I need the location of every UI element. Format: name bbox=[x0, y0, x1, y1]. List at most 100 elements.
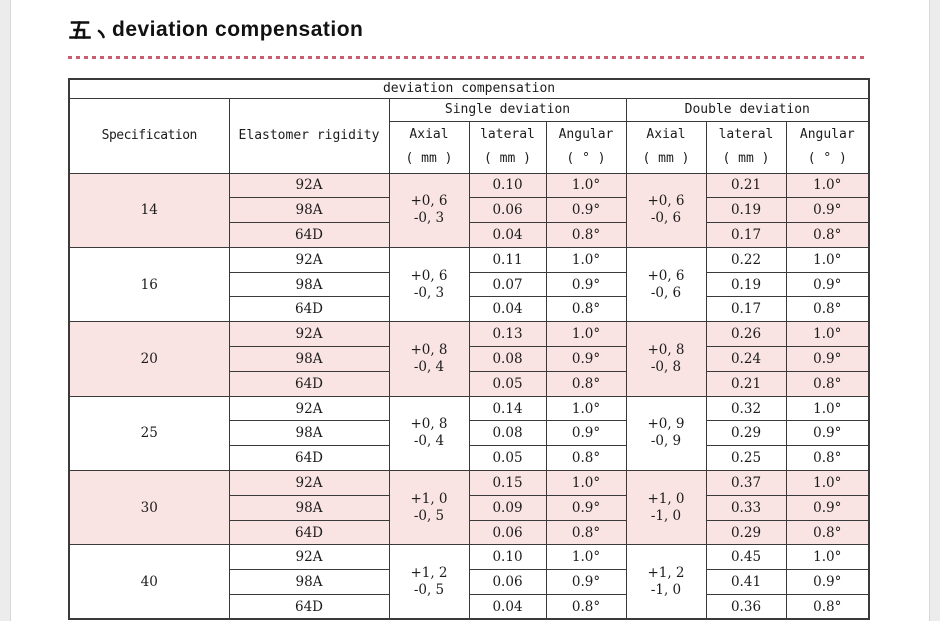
single-axial-cell: +1, 2 -0, 5 bbox=[388, 544, 470, 620]
rigidity-cell: 64D bbox=[228, 222, 390, 248]
single-axial-cell: +0, 8 -0, 4 bbox=[388, 395, 470, 472]
rigidity-cell: 98A bbox=[228, 197, 390, 224]
single-lateral-cell: 0.04 bbox=[468, 296, 547, 323]
spec-cell: 20 bbox=[68, 321, 230, 397]
spec-cell: 16 bbox=[68, 246, 230, 323]
double-lateral-cell: 0.24 bbox=[705, 346, 787, 372]
table-row: 16 92A +0, 6 -0, 3 0.11 1.0° +0, 6 -0, 6… bbox=[68, 246, 870, 323]
double-angular-cell: 1.0° bbox=[785, 172, 870, 199]
double-lateral-cell: 0.19 bbox=[705, 197, 787, 224]
header-single-angular: Angular ( ° ) bbox=[545, 120, 627, 174]
single-angular-cell: 0.8° bbox=[545, 222, 627, 248]
spec-cell: 14 bbox=[68, 172, 230, 248]
double-lateral-cell: 0.17 bbox=[705, 296, 787, 323]
ideographic-comma-glyph bbox=[96, 17, 108, 43]
double-lateral-cell: 0.26 bbox=[705, 321, 787, 348]
rigidity-cell: 64D bbox=[228, 594, 390, 620]
double-angular-cell: 1.0° bbox=[785, 544, 870, 571]
single-angular-cell: 0.8° bbox=[545, 519, 627, 546]
page-margin-left bbox=[0, 0, 11, 621]
double-lateral-cell: 0.45 bbox=[705, 544, 787, 571]
table-row: 40 92A +1, 2 -0, 5 0.10 1.0° +1, 2 -1, 0… bbox=[68, 544, 870, 620]
header-double-deviation: Double deviation bbox=[625, 97, 870, 122]
single-lateral-cell: 0.10 bbox=[468, 544, 547, 571]
single-angular-cell: 1.0° bbox=[545, 470, 627, 496]
header-double-angular: Angular ( ° ) bbox=[785, 120, 870, 174]
single-angular-cell: 0.9° bbox=[545, 569, 627, 596]
table-row: 64D 0.04 0.8° 0.36 0.8° bbox=[69, 594, 870, 620]
page-title: deviation compensation bbox=[68, 14, 363, 46]
single-angular-cell: 0.8° bbox=[545, 445, 627, 472]
spec-cell: 30 bbox=[68, 470, 230, 546]
rigidity-cell: 64D bbox=[228, 445, 390, 472]
rigidity-cell: 64D bbox=[228, 370, 390, 397]
rigidity-cell: 92A bbox=[228, 470, 390, 496]
header-single-deviation: Single deviation bbox=[388, 97, 627, 122]
single-lateral-cell: 0.05 bbox=[468, 370, 547, 397]
double-lateral-cell: 0.19 bbox=[705, 271, 787, 298]
dashed-divider bbox=[68, 56, 868, 59]
table-row: 64D 0.05 0.8° 0.25 0.8° bbox=[69, 445, 870, 472]
single-lateral-cell: 0.09 bbox=[468, 494, 547, 521]
double-angular-cell: 1.0° bbox=[785, 395, 870, 422]
double-angular-cell: 0.9° bbox=[785, 494, 870, 521]
rigidity-cell: 98A bbox=[228, 346, 390, 372]
rigidity-cell: 92A bbox=[228, 321, 390, 348]
table-row: 98A 0.07 0.9° 0.19 0.9° bbox=[69, 271, 870, 298]
double-axial-cell: +0, 9 -0, 9 bbox=[625, 395, 707, 472]
rigidity-cell: 64D bbox=[228, 519, 390, 546]
single-angular-cell: 0.9° bbox=[545, 420, 627, 447]
double-angular-cell: 1.0° bbox=[785, 470, 870, 496]
single-lateral-cell: 0.05 bbox=[468, 445, 547, 472]
single-lateral-cell: 0.10 bbox=[468, 172, 547, 199]
double-axial-cell: +0, 8 -0, 8 bbox=[625, 321, 707, 397]
double-lateral-cell: 0.21 bbox=[705, 370, 787, 397]
double-angular-cell: 0.8° bbox=[785, 594, 870, 620]
single-angular-cell: 0.8° bbox=[545, 594, 627, 620]
double-angular-cell: 0.9° bbox=[785, 420, 870, 447]
double-axial-cell: +0, 6 -0, 6 bbox=[625, 246, 707, 323]
double-lateral-cell: 0.25 bbox=[705, 445, 787, 472]
double-lateral-cell: 0.32 bbox=[705, 395, 787, 422]
table-row: 64D 0.06 0.8° 0.29 0.8° bbox=[69, 519, 870, 546]
rigidity-cell: 92A bbox=[228, 172, 390, 199]
single-angular-cell: 0.8° bbox=[545, 296, 627, 323]
single-axial-cell: +0, 8 -0, 4 bbox=[388, 321, 470, 397]
table-row: 30 92A +1, 0 -0, 5 0.15 1.0° +1, 0 -1, 0… bbox=[68, 470, 870, 546]
spec-cell: 25 bbox=[68, 395, 230, 472]
double-angular-cell: 1.0° bbox=[785, 321, 870, 348]
single-angular-cell: 1.0° bbox=[545, 321, 627, 348]
header-elastomer-rigidity: Elastomer rigidity bbox=[228, 97, 390, 174]
single-lateral-cell: 0.08 bbox=[468, 346, 547, 372]
double-lateral-cell: 0.37 bbox=[705, 470, 787, 496]
rigidity-cell: 92A bbox=[228, 246, 390, 273]
double-lateral-cell: 0.29 bbox=[705, 519, 787, 546]
double-axial-cell: +1, 2 -1, 0 bbox=[625, 544, 707, 620]
double-lateral-cell: 0.21 bbox=[705, 172, 787, 199]
section-number-wu-glyph bbox=[68, 17, 92, 43]
table-row: 25 92A +0, 8 -0, 4 0.14 1.0° +0, 9 -0, 9… bbox=[68, 395, 870, 472]
header-single-lateral: lateral ( mm ) bbox=[468, 120, 547, 174]
table-row: 98A 0.09 0.9° 0.33 0.9° bbox=[69, 494, 870, 521]
header-specification: Specification bbox=[68, 97, 230, 174]
page-title-text: deviation compensation bbox=[112, 18, 364, 41]
double-lateral-cell: 0.36 bbox=[705, 594, 787, 620]
single-angular-cell: 1.0° bbox=[545, 246, 627, 273]
table-row: 98A 0.06 0.9° 0.41 0.9° bbox=[69, 569, 870, 596]
rigidity-cell: 98A bbox=[228, 569, 390, 596]
single-lateral-cell: 0.14 bbox=[468, 395, 547, 422]
header-single-axial: Axial ( mm ) bbox=[388, 120, 470, 174]
single-lateral-cell: 0.06 bbox=[468, 519, 547, 546]
page-margin-right bbox=[929, 0, 940, 621]
table-row: 14 92A +0, 6 -0, 3 0.10 1.0° +0, 6 -0, 6… bbox=[68, 172, 870, 248]
double-angular-cell: 1.0° bbox=[785, 246, 870, 273]
single-lateral-cell: 0.13 bbox=[468, 321, 547, 348]
table-row: 98A 0.06 0.9° 0.19 0.9° bbox=[69, 197, 870, 224]
single-axial-cell: +0, 6 -0, 3 bbox=[388, 172, 470, 248]
table-row: Axial ( mm ) lateral ( mm ) Angular ( ° … bbox=[69, 120, 870, 174]
single-angular-cell: 1.0° bbox=[545, 395, 627, 422]
double-angular-cell: 0.8° bbox=[785, 370, 870, 397]
single-axial-cell: +1, 0 -0, 5 bbox=[388, 470, 470, 546]
single-lateral-cell: 0.07 bbox=[468, 271, 547, 298]
single-lateral-cell: 0.06 bbox=[468, 197, 547, 224]
